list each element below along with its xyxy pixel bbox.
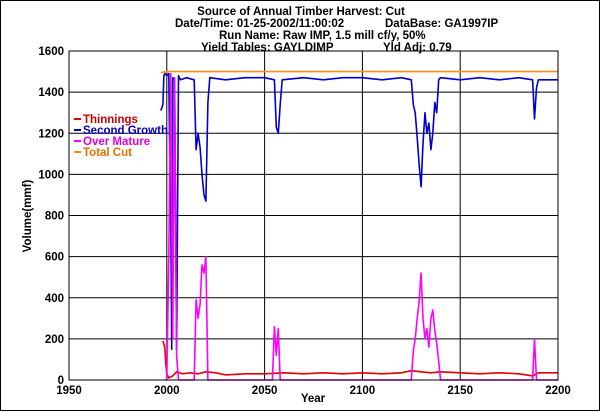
plot-border (68, 50, 559, 381)
y-tick-label-800: 800 (45, 211, 64, 223)
y-tick-label-1600: 1600 (38, 46, 64, 58)
y-tick-label-1000: 1000 (38, 169, 64, 181)
legend-label-total-cut: Total Cut (83, 147, 132, 159)
yield-adjust-text: Yld Adj: 0.79 (383, 42, 452, 54)
run-name-text: Run Name: Raw IMP, 1.5 mill cf/y, 50% (219, 30, 426, 42)
x-tick-label-2150: 2150 (447, 385, 473, 397)
y-tick-label-400: 400 (45, 293, 64, 305)
legend-label-thinnings: Thinnings (83, 114, 138, 126)
x-tick-label-1950: 1950 (56, 385, 82, 397)
y-tick-label-1400: 1400 (38, 87, 64, 99)
y-tick-label-1200: 1200 (38, 128, 64, 140)
y-tick-label-200: 200 (45, 334, 64, 346)
total-cut-line (160, 70, 558, 74)
y-axis-label: Volume(mmf) (22, 180, 34, 253)
thinnings-line (162, 340, 558, 379)
datetime-text: Date/Time: 01-25-2002/11:00:02 (175, 18, 344, 30)
x-tick-label-2100: 2100 (350, 385, 376, 397)
over-mature-line (164, 72, 558, 381)
x-tick-label-2200: 2200 (545, 385, 571, 397)
x-axis-label: Year (301, 393, 326, 405)
legend-label-over-mature: Over Mature (83, 136, 150, 148)
y-tick-label-0: 0 (58, 375, 64, 387)
yield-tables-text: Yield Tables: GAYLDIMP (201, 42, 334, 54)
y-tick-label-600: 600 (45, 252, 64, 264)
database-text: DataBase: GA1997IP (385, 18, 498, 30)
legend-label-second-growth: Second Growth (83, 125, 168, 137)
chart-title: Source of Annual Timber Harvest: Cut (197, 6, 405, 18)
series-group (160, 70, 558, 381)
tick-labels: 0 200 400 600 800 1000 1200 1400 1600 1950 2000 205… (38, 46, 570, 397)
x-tick-label-2000: 2000 (154, 385, 180, 397)
x-tick-label-2050: 2050 (252, 385, 278, 397)
grid (68, 50, 559, 381)
second-growth-line (160, 72, 558, 351)
